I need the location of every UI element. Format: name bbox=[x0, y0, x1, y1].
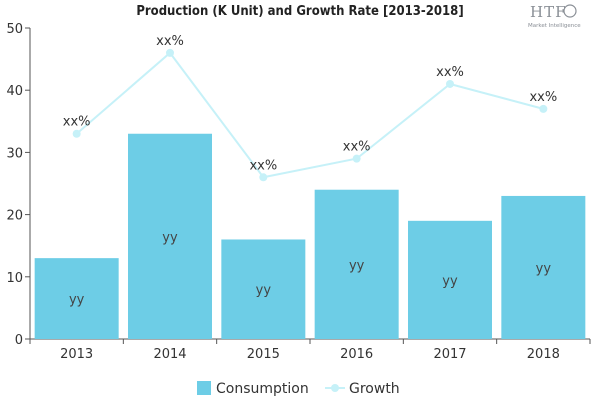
growth-value-label: xx% bbox=[436, 65, 464, 80]
bar-value-label: yy bbox=[349, 258, 365, 273]
bar bbox=[314, 189, 399, 339]
growth-value-label: xx% bbox=[63, 115, 91, 130]
x-tick-label: 2017 bbox=[433, 347, 466, 362]
chart-title: Production (K Unit) and Growth Rate [201… bbox=[136, 4, 463, 19]
legend-marker-growth bbox=[331, 384, 339, 392]
legend-label-growth: Growth bbox=[349, 381, 400, 397]
bar-value-label: yy bbox=[69, 293, 85, 308]
x-tick-label: 2013 bbox=[60, 347, 93, 362]
logo-subtext: Market Intelligence bbox=[528, 23, 581, 29]
growth-point bbox=[259, 173, 268, 182]
growth-value-label: xx% bbox=[529, 90, 557, 105]
growth-point bbox=[539, 104, 548, 113]
plot-area: 0 10 20 30 40 50 yy yy yy yy yy yy 2013 2014 2015 2016 2… bbox=[6, 22, 591, 362]
growth-value-label: xx% bbox=[156, 34, 184, 49]
growth-line bbox=[76, 51, 544, 179]
x-tick-label: 2015 bbox=[247, 347, 280, 362]
y-tick-label: 20 bbox=[6, 209, 23, 224]
bar bbox=[34, 258, 119, 339]
growth-point bbox=[446, 79, 454, 88]
growth-point bbox=[166, 48, 174, 57]
growth-value-label: xx% bbox=[343, 140, 371, 155]
bar bbox=[501, 195, 586, 339]
bar-value-label: yy bbox=[162, 230, 178, 245]
bar-value-label: yy bbox=[256, 283, 272, 298]
y-tick-label: 50 bbox=[6, 22, 23, 37]
y-tick-label: 40 bbox=[6, 84, 23, 99]
bar bbox=[128, 133, 212, 339]
growth-point bbox=[352, 154, 361, 163]
globe-icon bbox=[563, 4, 577, 18]
x-tick-label: 2014 bbox=[153, 347, 186, 362]
growth-value-label: xx% bbox=[249, 158, 277, 173]
bar-value-label: yy bbox=[442, 274, 458, 289]
legend: Consumption Growth bbox=[197, 381, 400, 397]
y-tick-label: 0 bbox=[15, 333, 23, 348]
bar-value-label: yy bbox=[536, 261, 552, 276]
chart-logo: HTF Market Intelligence bbox=[528, 3, 581, 29]
logo-text: HTF bbox=[530, 3, 567, 21]
legend-label-consumption: Consumption bbox=[216, 381, 309, 397]
bar bbox=[221, 239, 306, 339]
x-tick-label: 2018 bbox=[527, 347, 560, 362]
bar bbox=[408, 220, 492, 339]
y-tick-label: 10 bbox=[6, 271, 23, 286]
x-tick-label: 2016 bbox=[340, 347, 373, 362]
legend-swatch-consumption bbox=[197, 381, 211, 395]
growth-point bbox=[72, 129, 81, 138]
y-tick-label: 30 bbox=[6, 146, 23, 161]
